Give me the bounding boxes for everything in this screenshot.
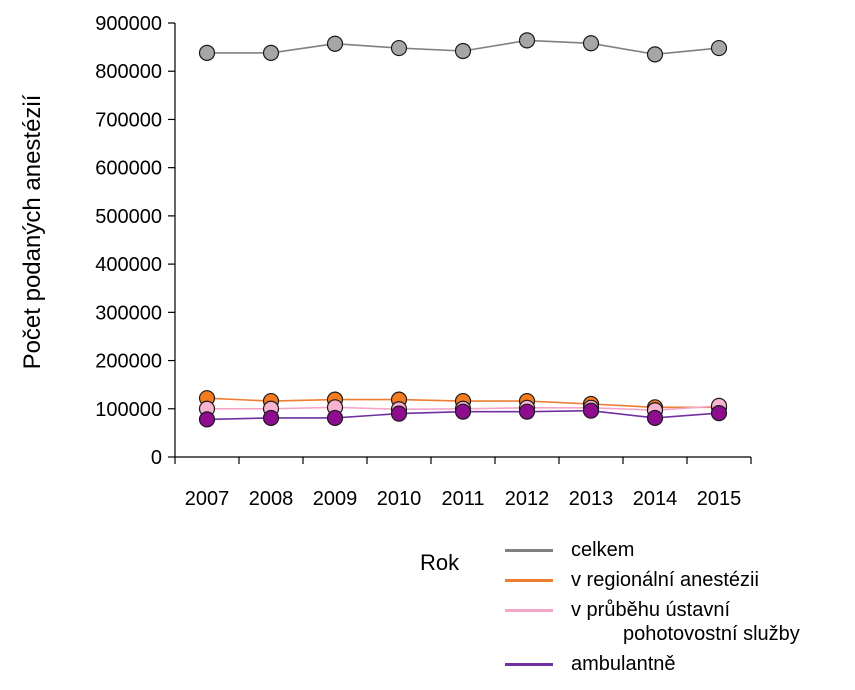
y-tick-label: 700000	[95, 109, 162, 131]
legend-label-regionalni: v regionální anestézii	[571, 569, 759, 591]
data-point-s3-2011	[454, 403, 472, 420]
y-tick-label: 900000	[95, 13, 162, 35]
data-point-s0-2009	[326, 35, 344, 52]
legend-label-ambulantne: ambulantně	[571, 653, 676, 675]
x-tick-label: 2011	[441, 488, 484, 510]
data-point-s3-2014	[646, 409, 664, 427]
data-point-s3-2010	[390, 405, 408, 422]
x-tick-label: 2015	[697, 488, 742, 510]
x-tick-label: 2010	[377, 488, 422, 510]
legend-swatch-celkem	[505, 549, 553, 552]
legend-swatch-ustavni	[505, 609, 553, 612]
y-tick-label: 400000	[95, 254, 162, 276]
x-tick-label: 2007	[185, 488, 230, 510]
x-tick-label: 2008	[249, 488, 294, 510]
data-point-s3-2013	[582, 402, 600, 419]
chart: Počet podaných anestézií 0 100000 200000 30…	[19, 13, 752, 510]
x-tick-label: 2014	[633, 488, 678, 510]
legend: Rok celkem v regionální anestézii v průb…	[420, 538, 850, 688]
y-tick-label: 600000	[95, 158, 162, 180]
legend-label-celkem: celkem	[571, 539, 635, 561]
legend-swatch-ambulantne	[505, 663, 553, 666]
data-point-s0-2011	[454, 42, 472, 60]
data-point-s0-2008	[262, 44, 280, 61]
data-point-s0-2010	[390, 39, 408, 57]
legend-label-ustavni: v průběhu ústavní	[571, 599, 730, 621]
data-point-s0-2007	[198, 44, 216, 61]
data-point-s0-2015	[710, 39, 728, 57]
y-tick-label: 500000	[95, 206, 162, 228]
data-point-s0-2014	[646, 46, 664, 63]
data-point-s3-2012	[518, 403, 536, 420]
data-point-s3-2009	[326, 409, 344, 427]
axes: 0 100000 200000 300000 400000 500000 600000 700…	[95, 13, 752, 510]
series-points	[198, 32, 728, 428]
data-point-s3-2008	[262, 409, 280, 427]
y-tick-label: 800000	[95, 61, 162, 83]
x-tick-label: 2012	[505, 488, 550, 510]
x-tick-label: 2013	[569, 488, 614, 510]
data-point-s3-2007	[198, 411, 216, 428]
x-tick-label: 2009	[313, 488, 358, 510]
y-tick-label: 300000	[95, 302, 162, 324]
legend-label-ustavni-line2: pohotovostní služby	[623, 623, 800, 645]
data-point-s0-2013	[582, 35, 600, 52]
data-point-s3-2015	[710, 405, 728, 422]
legend-swatch-regionalni	[505, 579, 553, 582]
y-axis-label: Počet podaných anestézií	[19, 94, 46, 369]
y-tick-label: 0	[151, 447, 162, 469]
y-tick-label: 100000	[95, 399, 162, 421]
legend-title: Rok	[420, 550, 460, 575]
series-lines	[206, 39, 720, 421]
data-point-s0-2012	[518, 32, 536, 49]
y-tick-label: 200000	[95, 351, 162, 373]
